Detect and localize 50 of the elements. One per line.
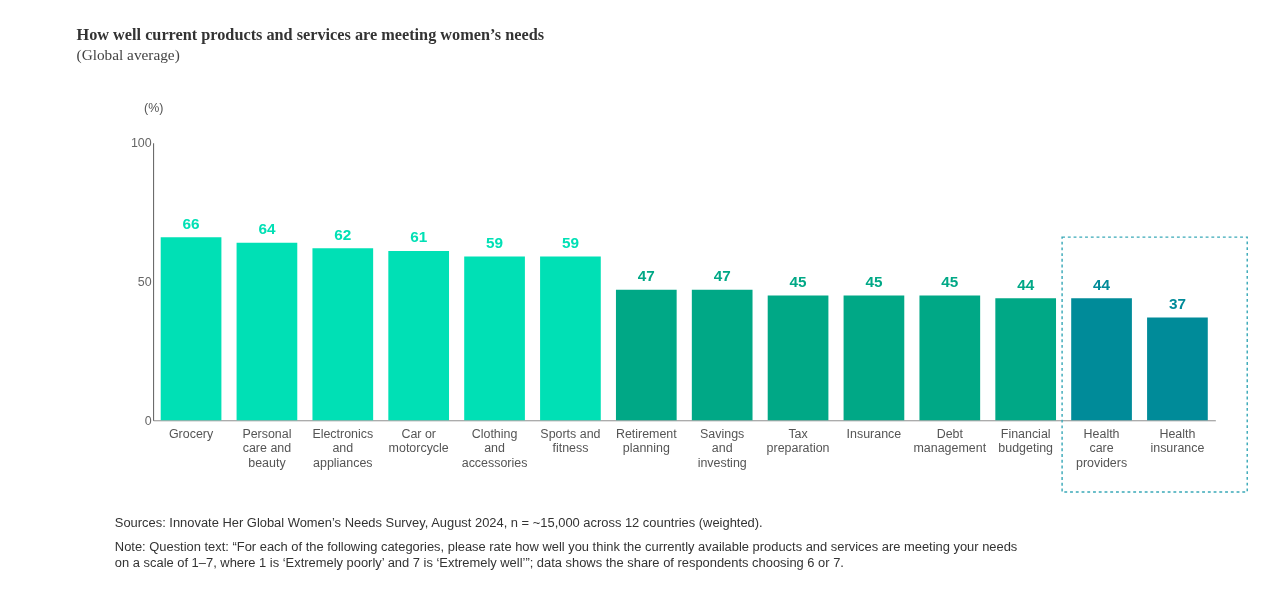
y-tick-label: 50 [137, 274, 152, 289]
bar [615, 289, 677, 421]
x-tick-label: Health care providers [1075, 427, 1128, 470]
x-tick-label: Car or motorcycle [388, 427, 449, 456]
data-label: 64 [258, 220, 276, 238]
y-tick-label: 0 [144, 413, 152, 428]
data-label: 59 [561, 233, 579, 251]
bar [995, 298, 1057, 421]
bar [464, 256, 525, 421]
bar [1147, 317, 1208, 421]
bar [312, 248, 374, 421]
bar [767, 295, 829, 421]
bar [691, 289, 753, 421]
x-tick-label: Debt management [913, 427, 987, 456]
y-tick-label: 100 [130, 136, 152, 151]
data-label: 47 [637, 267, 655, 285]
y-axis-title: (%) [144, 100, 164, 115]
bar [843, 295, 905, 421]
data-label: 45 [865, 272, 883, 290]
x-tick-label: Tax preparation [766, 427, 830, 456]
x-tick-label: Grocery [168, 427, 214, 441]
bar [919, 295, 981, 421]
data-label: 44 [1093, 275, 1111, 293]
data-label: 45 [941, 272, 959, 290]
x-tick-label: Personal care and beauty [242, 427, 292, 470]
data-label: 61 [410, 228, 428, 246]
x-tick-label: Savings and investing [697, 427, 747, 470]
data-label: 37 [1168, 295, 1186, 312]
x-tick-label: Insurance [846, 427, 902, 441]
x-tick-label: Retirement planning [615, 427, 678, 456]
chart-subtitle: (Global average) [76, 45, 180, 64]
x-tick-label: Financial budgeting [998, 427, 1054, 456]
data-label: 44 [1017, 275, 1035, 293]
data-label: 62 [334, 225, 352, 243]
x-tick-label: Sports and fitness [540, 427, 601, 456]
data-label: 59 [486, 233, 504, 251]
text: Note: Question text: “For each of the following categories, please rate how well you think the currently available products and services are meeting your needs on a scale of 1–7, where 1 is ‘Extremely poorly’ and 7 is ‘Extremely well’”; data shows the share of respondents choosing 6 or 7. [114, 539, 1018, 570]
chart-title: How well current products and services are meeting women’s needs [76, 26, 544, 45]
bar [388, 251, 450, 421]
bar [540, 256, 601, 421]
x-tick-label: Health insurance [1150, 427, 1205, 456]
x-tick-label: Electronics and appliances [312, 427, 374, 470]
x-tick-label: Clothing and accessories [461, 427, 528, 470]
source-note: Sources: Innovate Her Global Women’s Needs Survey, August 2024, n = ~15,000 across 12 countries (weighted). [114, 514, 763, 530]
data-label: 47 [713, 267, 731, 285]
data-label: 45 [789, 272, 808, 290]
data-label: 66 [182, 214, 200, 232]
bar [160, 237, 222, 421]
bar [1071, 298, 1132, 421]
bar [236, 242, 298, 421]
